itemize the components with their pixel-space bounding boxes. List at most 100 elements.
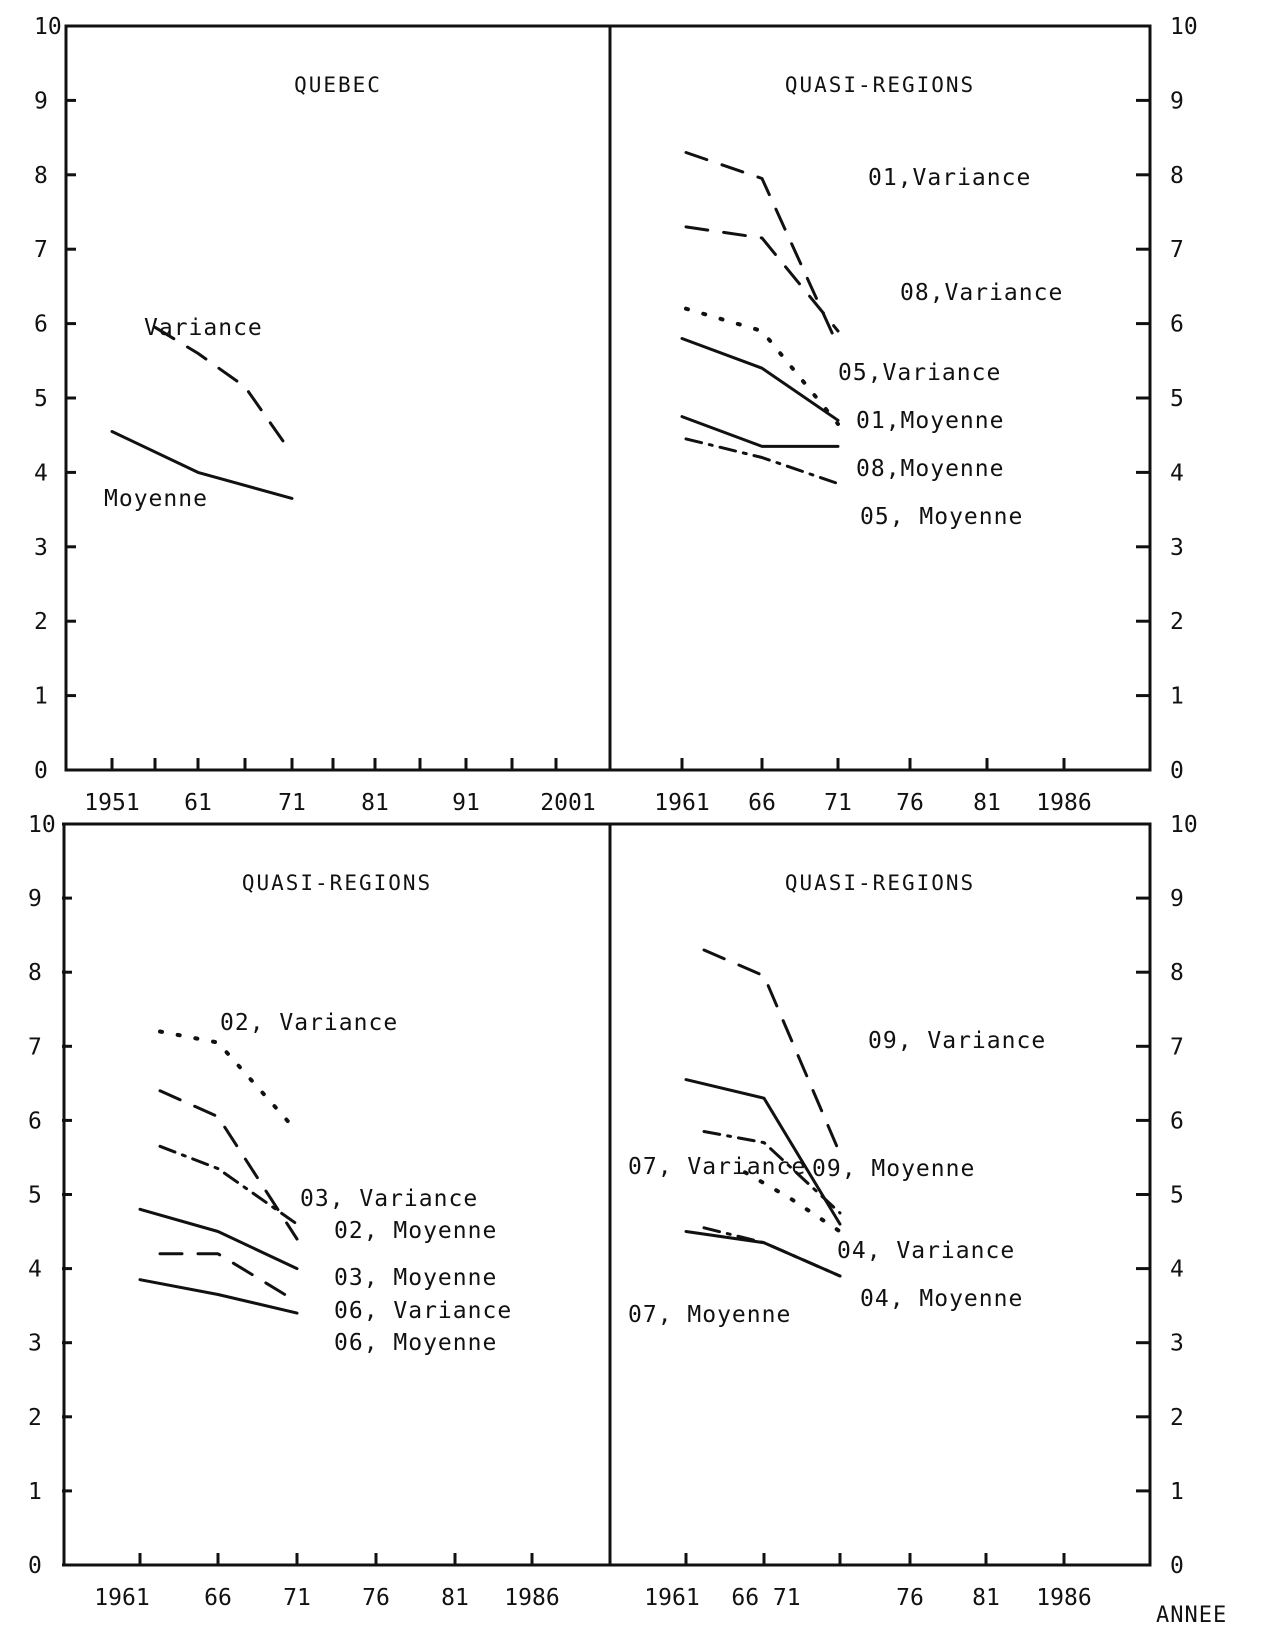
panel-title: QUEBEC xyxy=(294,73,382,97)
x-tick-label: 66 xyxy=(204,1585,232,1611)
x-tick-label: 1986 xyxy=(504,1585,559,1611)
y-tick-label: 2 xyxy=(1170,609,1184,635)
y-tick-label: 0 xyxy=(1170,758,1184,784)
series-line xyxy=(702,1226,842,1278)
y-tick-label: 2 xyxy=(28,1405,42,1431)
y-tick-label: 10 xyxy=(28,812,56,838)
y-tick-label: 2 xyxy=(1170,1405,1184,1431)
panel-title: QUASI-REGIONS xyxy=(242,871,432,895)
panel-title: QUASI-REGIONS xyxy=(785,73,975,97)
series-line xyxy=(684,225,840,333)
x-tick-label: 1961 xyxy=(654,790,709,816)
x-tick-label: 1961 xyxy=(94,1585,149,1611)
y-tick-label: 3 xyxy=(28,1331,42,1357)
series-line xyxy=(702,1130,842,1215)
y-tick-label: 0 xyxy=(34,758,48,784)
series-line xyxy=(680,415,840,448)
bottom-row-frame xyxy=(62,822,1152,1567)
x-tick-label: 76 xyxy=(362,1585,390,1611)
x-tick-label: 1986 xyxy=(1036,790,1091,816)
y-tick-label: 1 xyxy=(34,684,48,710)
x-tick-label: 76 xyxy=(896,790,924,816)
y-tick-label: 1 xyxy=(28,1479,42,1505)
series-label: 09, Variance xyxy=(868,1028,1046,1054)
series-line xyxy=(153,325,294,456)
y-tick-label: 10 xyxy=(34,14,62,40)
y-tick-label: 6 xyxy=(28,1108,42,1134)
series-label: 01,Variance xyxy=(868,165,1031,191)
series-label: 05, Moyenne xyxy=(860,504,1023,530)
series-label: 03, Moyenne xyxy=(334,1265,497,1291)
y-tick-label: 10 xyxy=(1170,812,1198,838)
y-tick-label: 6 xyxy=(1170,312,1184,338)
y-tick-label: 7 xyxy=(1170,237,1184,263)
x-unit-label: ANNEE xyxy=(1156,1603,1227,1627)
x-tick-label: 66 71 xyxy=(731,1585,800,1611)
series-line xyxy=(158,1089,299,1241)
series-line xyxy=(680,337,840,422)
y-tick-label: 8 xyxy=(34,163,48,189)
x-tick-label: 66 xyxy=(748,790,776,816)
y-tick-label: 9 xyxy=(1170,88,1184,114)
x-tick-label: 91 xyxy=(452,790,480,816)
x-tick-label: 2001 xyxy=(540,790,595,816)
series-line xyxy=(138,1207,299,1271)
y-tick-label: 6 xyxy=(1170,1108,1184,1134)
series-line xyxy=(702,948,842,1156)
x-tick-label: 81 xyxy=(973,790,1001,816)
series-label: 09, Moyenne xyxy=(812,1156,975,1182)
x-tick-label: 71 xyxy=(278,790,306,816)
y-tick-label: 5 xyxy=(34,386,48,412)
series-label: 02, Moyenne xyxy=(334,1218,497,1244)
y-tick-label: 5 xyxy=(28,1183,42,1209)
x-tick-label: 61 xyxy=(184,790,212,816)
y-tick-label: 9 xyxy=(1170,886,1184,912)
y-tick-label: 5 xyxy=(1170,386,1184,412)
panel-title: QUASI-REGIONS xyxy=(785,871,975,895)
series-label: 05,Variance xyxy=(838,360,1001,386)
x-tick-label: 81 xyxy=(441,1585,469,1611)
y-tick-label: 7 xyxy=(1170,1034,1184,1060)
x-tick-label: 1986 xyxy=(1036,1585,1091,1611)
y-tick-label: 6 xyxy=(34,312,48,338)
series-label: 02, Variance xyxy=(220,1010,398,1036)
y-tick-label: 3 xyxy=(34,535,48,561)
x-tick-label: 81 xyxy=(972,1585,1000,1611)
y-tick-label: 1 xyxy=(1170,1479,1184,1505)
series-label: 07, Variance xyxy=(628,1154,806,1180)
series-label: 04, Variance xyxy=(837,1238,1015,1264)
y-tick-label: 7 xyxy=(28,1034,42,1060)
series-label: Variance xyxy=(144,315,263,341)
y-tick-label: 4 xyxy=(1170,1257,1184,1283)
series-label: 06, Variance xyxy=(334,1298,512,1324)
y-tick-label: 10 xyxy=(1170,14,1198,40)
y-tick-label: 4 xyxy=(34,460,48,486)
series-line xyxy=(158,1252,299,1304)
y-tick-label: 9 xyxy=(28,886,42,912)
series-line xyxy=(684,1230,842,1278)
y-tick-label: 7 xyxy=(34,237,48,263)
y-tick-label: 8 xyxy=(1170,163,1184,189)
y-tick-label: 0 xyxy=(1170,1553,1184,1579)
y-tick-label: 3 xyxy=(1170,1331,1184,1357)
y-tick-label: 8 xyxy=(28,960,42,986)
chart-panel-bottom-right: QUASI-REGIONS 0 1 2 3 4 5 6 7 8 9 10 1961 66 71 76 81 19… xyxy=(628,812,1198,1611)
y-tick-label: 3 xyxy=(1170,535,1184,561)
x-tick-label: 1961 xyxy=(644,1585,699,1611)
series-line xyxy=(138,1278,299,1315)
y-tick-label: 9 xyxy=(34,88,48,114)
top-row-frame xyxy=(64,24,1152,772)
series-line xyxy=(684,1078,842,1226)
y-tick-label: 5 xyxy=(1170,1183,1184,1209)
chart-panel-top-left: QUEBEC 0 1 2 3 4 5 6 7 8 9 10 1951 61 71 81 91 2001 Varian… xyxy=(34,14,596,816)
series-line xyxy=(110,430,294,500)
series-line xyxy=(158,1144,299,1226)
y-tick-label: 2 xyxy=(34,609,48,635)
series-label: 03, Variance xyxy=(300,1186,478,1212)
x-tick-label: 71 xyxy=(824,790,852,816)
series-label: 08,Variance xyxy=(900,280,1063,306)
series-label: 06, Moyenne xyxy=(334,1330,497,1356)
series-line xyxy=(684,151,840,348)
series-line xyxy=(684,437,840,486)
